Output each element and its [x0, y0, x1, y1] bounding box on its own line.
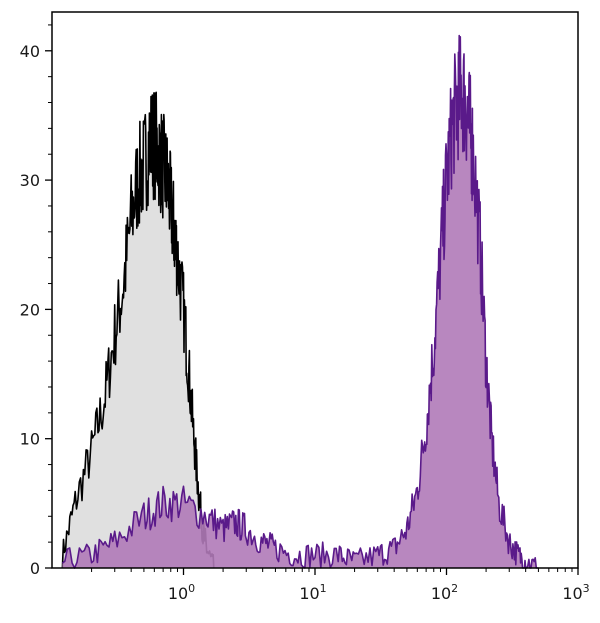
series-1-area	[62, 92, 214, 569]
plot-area	[51, 11, 579, 569]
x-tick-label: 102	[431, 582, 458, 603]
y-axis: 0 10 20 30 40	[20, 24, 52, 578]
x-tick-label: 100	[168, 582, 195, 603]
y-tick-label: 30	[20, 171, 40, 190]
series-2-area	[62, 35, 539, 568]
series-2-line	[61, 34, 539, 569]
series-layer	[61, 34, 539, 569]
y-tick-label: 40	[20, 42, 40, 61]
x-axis: 100 101 102 103	[91, 568, 590, 603]
y-tick-label: 20	[20, 300, 40, 319]
x-tick-label: 101	[299, 582, 326, 603]
y-tick-label: 10	[20, 430, 40, 449]
x-tick-label: 103	[562, 582, 589, 603]
series-1-line	[61, 91, 215, 569]
y-tick-label: 0	[30, 559, 40, 578]
